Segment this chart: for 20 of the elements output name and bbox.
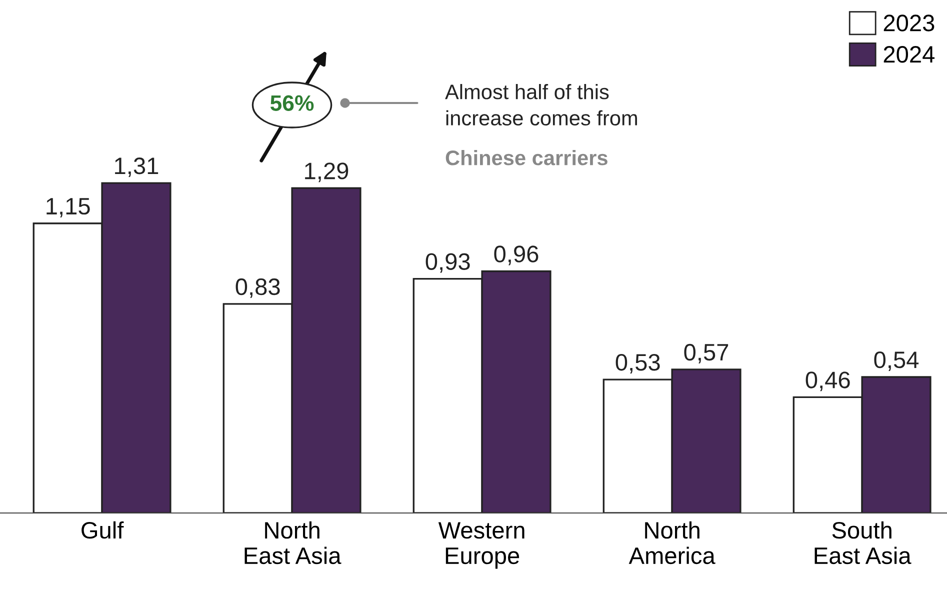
- text: Chinese carriers: [446, 150, 608, 166]
- text: 56%: [270, 95, 314, 111]
- data-label: 0,96: [494, 246, 538, 266]
- x-tick-label: North America: [628, 521, 716, 564]
- legend-label: 2023: [884, 14, 934, 32]
- x-tick-label: Western Europe: [438, 522, 524, 569]
- legend-label: 2024: [884, 46, 935, 63]
- data-label: 1,15: [46, 198, 90, 218]
- data-label: 0,46: [806, 372, 850, 392]
- data-label: 0,93: [426, 253, 470, 273]
- data-label: 0,57: [684, 344, 728, 364]
- data-label: 1,29: [305, 162, 348, 182]
- x-tick-label: Gulf: [82, 521, 124, 539]
- x-tick-label: South East Asia: [814, 521, 912, 564]
- x-tick-label: North East Asia: [244, 521, 342, 564]
- data-label: 0,83: [236, 278, 280, 298]
- data-label: 1,31: [115, 158, 158, 178]
- data-label: 0,53: [616, 354, 660, 374]
- data-label: 0,54: [874, 351, 919, 371]
- text: Almost half of this increase comes from: [445, 84, 637, 126]
